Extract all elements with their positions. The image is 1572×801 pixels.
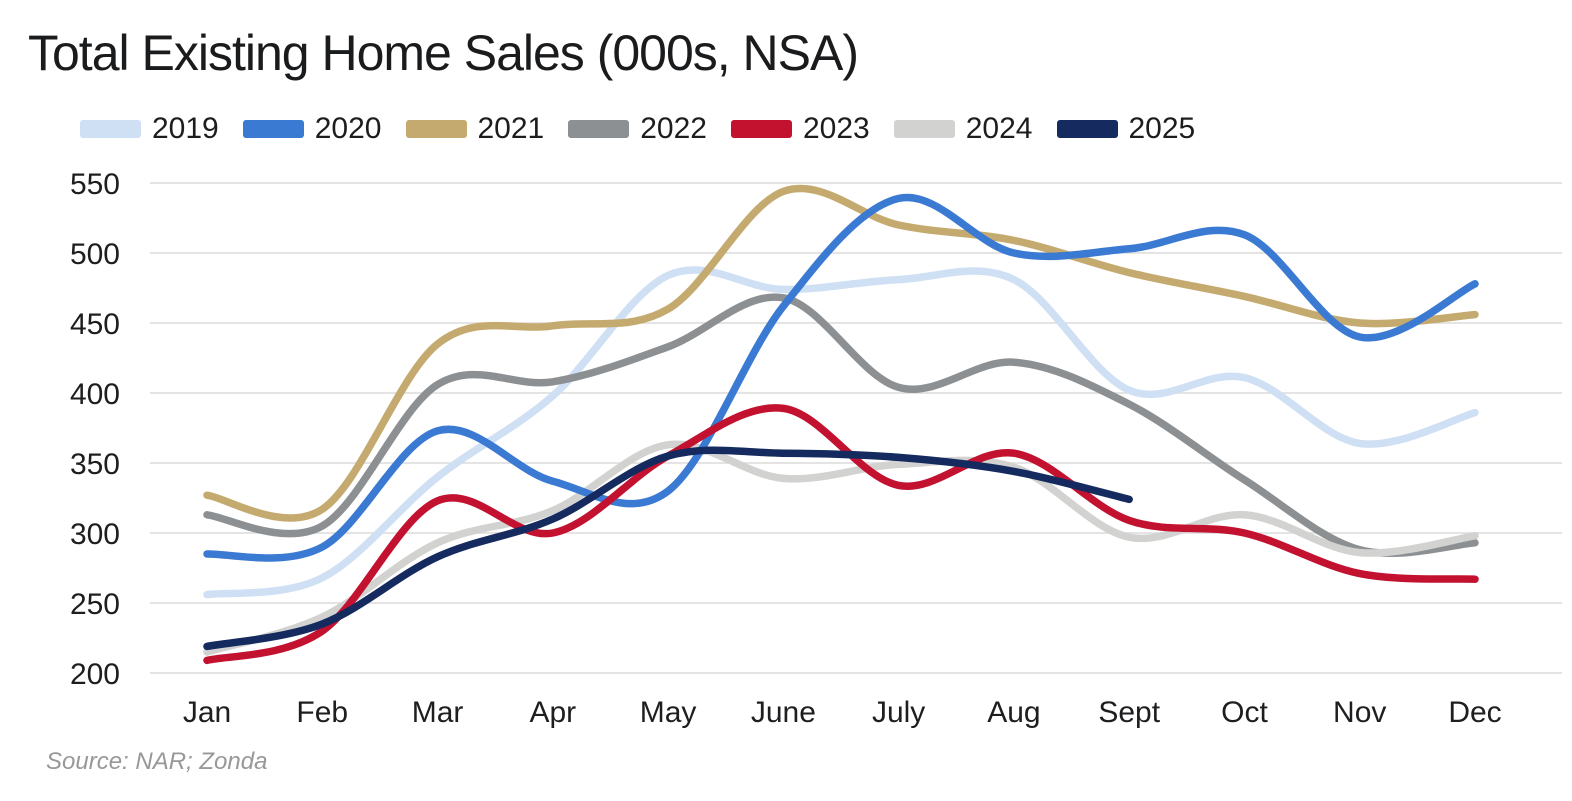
legend-item-2023: 2023 bbox=[731, 112, 870, 146]
x-axis-label: Mar bbox=[412, 696, 464, 729]
legend-label-2021: 2021 bbox=[477, 112, 545, 145]
y-axis-label: 200 bbox=[70, 658, 120, 691]
y-axis-label: 300 bbox=[70, 518, 120, 551]
x-axis-label: July bbox=[872, 696, 925, 729]
chart-title: Total Existing Home Sales (000s, NSA) bbox=[28, 25, 859, 81]
legend-label-2019: 2019 bbox=[152, 112, 219, 145]
x-axis-label: Feb bbox=[296, 696, 348, 729]
y-axis-label: 550 bbox=[70, 168, 120, 201]
y-axis-label: 350 bbox=[70, 448, 120, 481]
legend-item-2020: 2020 bbox=[242, 112, 382, 146]
y-axis-label: 500 bbox=[70, 238, 120, 271]
series-line-2024 bbox=[203, 440, 1479, 656]
x-axis-label: June bbox=[751, 696, 816, 729]
legend-item-2025: 2025 bbox=[1056, 112, 1196, 146]
x-axis-label: Dec bbox=[1448, 696, 1501, 729]
legend-swatch-2023 bbox=[731, 120, 792, 138]
series-line-2023 bbox=[203, 404, 1479, 665]
legend-item-2021: 2021 bbox=[405, 112, 545, 146]
chart-legend: 2019 2020 2021 2022 2023 2024 2025 bbox=[80, 112, 1195, 146]
y-axis-label: 400 bbox=[70, 378, 120, 411]
legend-swatch-2021 bbox=[405, 120, 467, 138]
legend-swatch-2025 bbox=[1056, 120, 1118, 138]
legend-label-2020: 2020 bbox=[314, 112, 382, 145]
legend-swatch-2024 bbox=[893, 120, 955, 138]
x-axis-label: Apr bbox=[529, 696, 576, 729]
legend-swatch-2022 bbox=[568, 120, 630, 138]
source-note: Source: NAR; Zonda bbox=[46, 748, 268, 775]
x-axis-label: Oct bbox=[1221, 696, 1268, 729]
legend-swatch-2019 bbox=[80, 120, 141, 138]
legend-label-2022: 2022 bbox=[640, 112, 707, 145]
y-axis-label: 250 bbox=[70, 588, 120, 621]
x-axis-label: May bbox=[640, 696, 697, 729]
legend-item-2024: 2024 bbox=[893, 112, 1033, 146]
y-axis-label: 450 bbox=[70, 308, 120, 341]
legend-label-2025: 2025 bbox=[1128, 112, 1196, 145]
legend-swatch-2020 bbox=[242, 120, 304, 138]
x-axis-label: Sept bbox=[1098, 696, 1160, 729]
legend-label-2023: 2023 bbox=[803, 112, 870, 145]
legend-item-2019: 2019 bbox=[80, 112, 219, 146]
x-axis-label: Nov bbox=[1333, 696, 1386, 729]
legend-label-2024: 2024 bbox=[965, 112, 1033, 145]
series-line-2025 bbox=[203, 446, 1133, 651]
series-line-2020 bbox=[203, 193, 1479, 562]
x-axis-label: Jan bbox=[183, 696, 231, 729]
series-line-2022 bbox=[203, 293, 1479, 558]
x-axis-label: Aug bbox=[987, 696, 1040, 729]
series-line-2019 bbox=[203, 266, 1479, 599]
series-line-2021 bbox=[203, 184, 1479, 522]
legend-item-2022: 2022 bbox=[568, 112, 707, 146]
